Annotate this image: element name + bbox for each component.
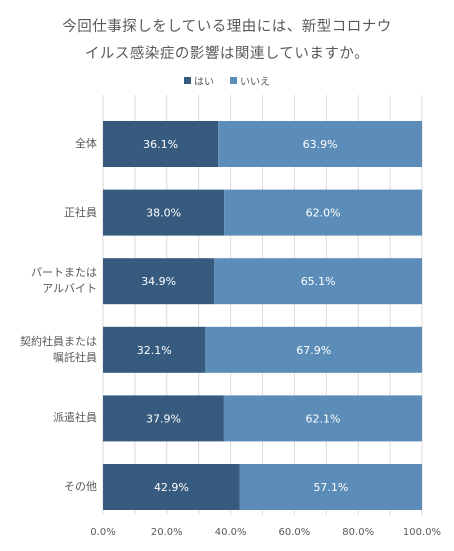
data-label: 42.9% <box>154 481 189 494</box>
bar-segment-yes <box>103 326 206 373</box>
category-label-line: 派遣社員 <box>53 411 97 425</box>
bar-segment-yes <box>103 258 215 305</box>
category-label-line: その他 <box>64 480 97 493</box>
category-label: パートまたはアルバイト <box>31 265 97 297</box>
legend-swatch-yes <box>184 77 191 84</box>
category-label: 派遣社員 <box>53 410 97 426</box>
category-label: 全体 <box>75 136 97 152</box>
bar-segment-no <box>214 258 422 305</box>
legend-swatch-no <box>230 77 237 84</box>
data-label: 34.9% <box>141 275 176 288</box>
legend-item-no: いいえ <box>230 73 270 88</box>
category-label: その他 <box>64 479 97 495</box>
chart-legend: はい いいえ <box>0 73 454 88</box>
data-label: 37.9% <box>146 412 181 425</box>
bar-segment-yes <box>103 121 219 167</box>
x-tick-label: 20.0% <box>150 527 183 538</box>
bar-segment-yes <box>103 464 240 510</box>
category-label-line: 正社員 <box>64 205 97 219</box>
chart-title: 今回仕事探しをしている理由には、新型コロナウ イルス感染症の影響は関連しています… <box>0 14 454 68</box>
category-label: 契約社員または嘱託社員 <box>20 334 97 366</box>
x-tick-label: 0.0% <box>90 527 116 538</box>
category-label-line: パートまたは <box>31 266 97 280</box>
data-label: 62.1% <box>305 412 340 425</box>
bar-segment-yes <box>103 395 224 442</box>
category-label: 正社員 <box>64 205 97 221</box>
data-label: 38.0% <box>146 207 181 220</box>
data-label: 65.1% <box>301 275 336 288</box>
data-label: 57.1% <box>313 481 348 494</box>
chart-title-line-2: イルス感染症の影響は関連していますか。 <box>84 46 370 62</box>
bar-segment-no <box>223 395 422 442</box>
legend-label-yes: はい <box>194 77 214 88</box>
data-label: 32.1% <box>137 344 172 357</box>
category-label-line: 全体 <box>75 137 97 150</box>
x-tick-label: 80.0% <box>342 527 375 538</box>
legend-label-no: いいえ <box>240 77 270 88</box>
legend-item-yes: はい <box>184 73 214 88</box>
x-tick-label: 60.0% <box>278 527 311 538</box>
category-label-line: アルバイト <box>42 282 97 296</box>
bar-segment-no <box>205 326 422 373</box>
x-tick-label: 100.0% <box>402 527 442 538</box>
bar-segment-no <box>224 189 422 236</box>
category-label-line: 契約社員または <box>20 334 97 348</box>
data-label: 62.0% <box>306 207 341 220</box>
bar-segment-yes <box>103 189 225 236</box>
bar-segment-no <box>218 121 422 167</box>
data-label: 36.1% <box>143 138 178 151</box>
category-label-line: 嘱託社員 <box>53 350 97 364</box>
chart-title-line-1: 今回仕事探しをしている理由には、新型コロナウ <box>62 19 392 35</box>
x-tick-label: 40.0% <box>214 527 247 538</box>
data-label: 67.9% <box>296 344 331 357</box>
bar-segment-no <box>239 464 422 510</box>
data-label: 63.9% <box>303 138 338 151</box>
